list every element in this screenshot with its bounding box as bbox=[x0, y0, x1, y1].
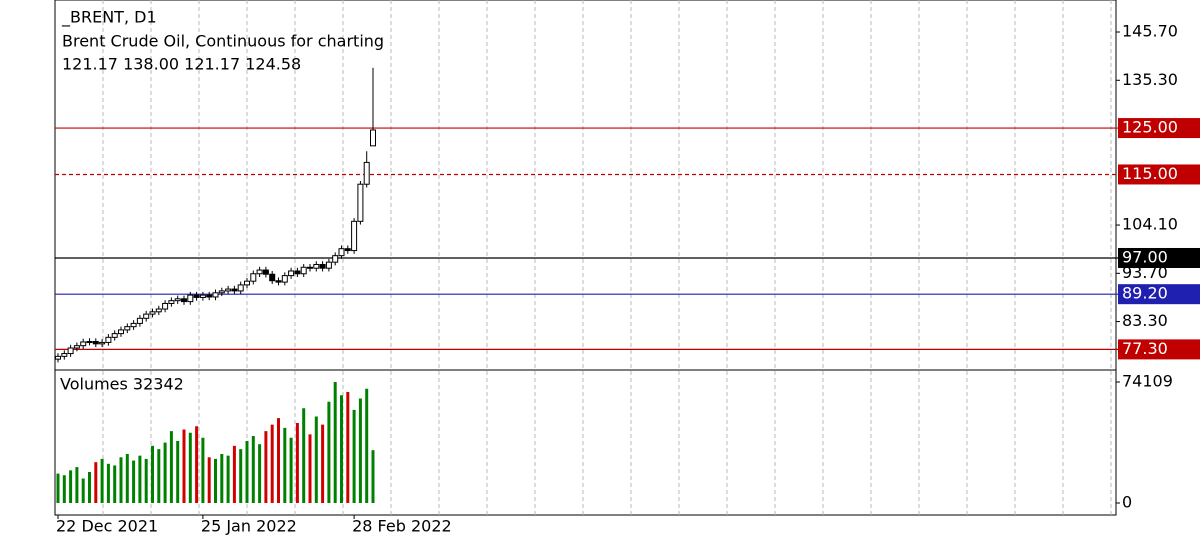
level-label: 97.00 bbox=[1122, 247, 1168, 266]
candle-body bbox=[225, 288, 232, 292]
candle-body bbox=[269, 273, 276, 282]
y-tick-label: 83.30 bbox=[1122, 311, 1168, 330]
y-tick-label: 104.10 bbox=[1122, 215, 1178, 234]
candle-body bbox=[250, 273, 257, 282]
volume-tick-label: 74109 bbox=[1122, 372, 1173, 391]
candle-body bbox=[86, 341, 93, 344]
candle-body bbox=[124, 326, 131, 331]
candle-body bbox=[338, 248, 345, 257]
candle-body bbox=[105, 336, 112, 343]
volume-title: Volumes 32342 bbox=[60, 375, 184, 394]
candle-body bbox=[55, 355, 61, 360]
candle-body bbox=[294, 270, 301, 275]
candle-body bbox=[344, 248, 351, 252]
candle-body bbox=[351, 220, 358, 252]
level-label: 115.00 bbox=[1122, 164, 1178, 183]
candle-body bbox=[313, 263, 320, 269]
candle-body bbox=[143, 313, 150, 319]
candle-body bbox=[370, 129, 376, 147]
level-label: 77.30 bbox=[1122, 339, 1168, 358]
candle-body bbox=[136, 317, 143, 324]
candle-body bbox=[187, 294, 194, 303]
candle-body bbox=[111, 333, 118, 338]
candle-body bbox=[357, 183, 364, 222]
candle-body bbox=[73, 345, 80, 349]
candle-body bbox=[244, 280, 250, 286]
candle-body bbox=[300, 266, 307, 275]
candle-body bbox=[130, 322, 137, 328]
candle-body bbox=[92, 341, 99, 345]
candle-body bbox=[61, 353, 68, 357]
level-tag bbox=[1118, 339, 1200, 360]
volume-tick-label: 0 bbox=[1122, 493, 1132, 512]
level-tag bbox=[1118, 118, 1200, 139]
level-tag bbox=[1118, 247, 1200, 268]
candle-body bbox=[80, 341, 87, 347]
x-tick-label: 28 Feb 2022 bbox=[352, 517, 452, 536]
candle-body bbox=[174, 298, 181, 302]
candle-body bbox=[99, 341, 106, 345]
candle-body bbox=[67, 347, 74, 355]
candle-body bbox=[168, 300, 175, 304]
candle-body bbox=[363, 161, 370, 185]
x-tick-label: 25 Jan 2022 bbox=[201, 517, 297, 536]
candle-body bbox=[199, 294, 206, 298]
level-tag bbox=[1118, 284, 1200, 305]
level-label: 89.20 bbox=[1122, 284, 1168, 303]
candle-body bbox=[275, 280, 282, 283]
y-tick-label: 145.70 bbox=[1122, 22, 1178, 41]
candle-body bbox=[281, 275, 288, 283]
symbol: _BRENT, D1 bbox=[61, 8, 157, 28]
candle-body bbox=[307, 266, 313, 269]
candle-body bbox=[118, 329, 124, 335]
candle-body bbox=[237, 284, 244, 292]
x-tick-label: 22 Dec 2021 bbox=[56, 517, 158, 536]
ohlc-readout: 121.17 138.00 121.17 124.58 bbox=[62, 55, 301, 74]
grid bbox=[102, 0, 1112, 515]
candle-body bbox=[332, 255, 339, 263]
candle-body bbox=[181, 298, 187, 303]
candle-body bbox=[262, 269, 269, 275]
level-label: 125.00 bbox=[1122, 118, 1178, 137]
candle-body bbox=[149, 311, 156, 315]
candle-body bbox=[288, 270, 295, 277]
y-tick-label: 135.30 bbox=[1122, 70, 1178, 89]
candle-body bbox=[256, 269, 263, 275]
candle-body bbox=[218, 290, 225, 294]
chart-title: Brent Crude Oil, Continuous for charting bbox=[62, 32, 384, 51]
candle-body bbox=[162, 302, 169, 310]
candle-body bbox=[212, 292, 219, 298]
candle-body bbox=[325, 261, 332, 269]
candle-body bbox=[231, 288, 238, 292]
candle-body bbox=[193, 294, 200, 298]
candle-body bbox=[206, 294, 213, 298]
candle-body bbox=[155, 308, 162, 313]
level-tag bbox=[1118, 164, 1200, 185]
candle-body bbox=[319, 263, 326, 269]
